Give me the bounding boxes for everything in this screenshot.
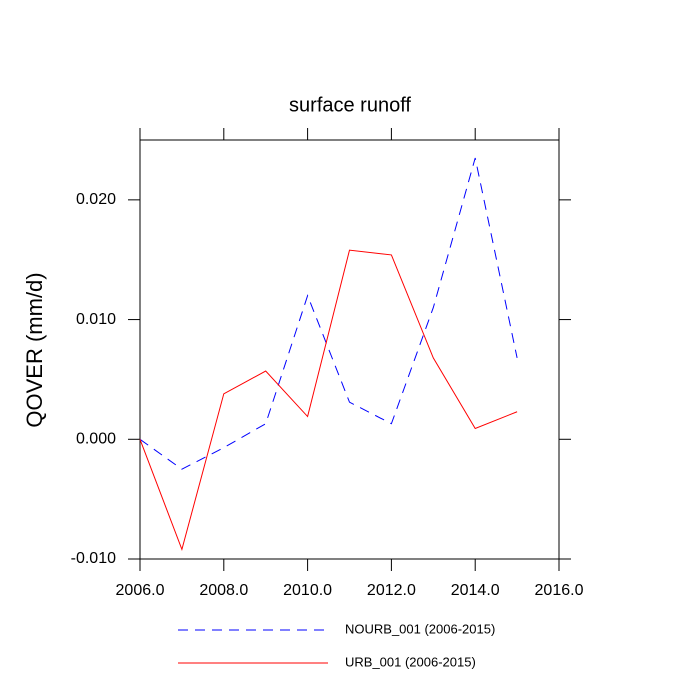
y-tick-label: 0.000 [76, 431, 116, 448]
y-axis-label: QOVER (mm/d) [22, 272, 47, 427]
x-tick-label: 2010.0 [283, 582, 332, 599]
y-tick-label: 0.010 [76, 311, 116, 328]
x-tick-label: 2008.0 [199, 582, 248, 599]
legend-label: URB_001 (2006-2015) [345, 654, 476, 669]
data-line [139, 157, 518, 470]
y-tick-label: 0.020 [76, 191, 116, 208]
x-tick-label: 2014.0 [451, 582, 500, 599]
data-line [139, 249, 518, 552]
plot-frame [139, 139, 560, 560]
x-tick-label: 2006.0 [116, 582, 165, 599]
y-tick-label: -0.010 [71, 550, 116, 567]
x-tick-label: 2016.0 [535, 582, 584, 599]
chart-title: surface runoff [289, 94, 411, 116]
legend-label: NOURB_001 (2006-2015) [345, 621, 495, 636]
x-tick-label: 2012.0 [367, 582, 416, 599]
